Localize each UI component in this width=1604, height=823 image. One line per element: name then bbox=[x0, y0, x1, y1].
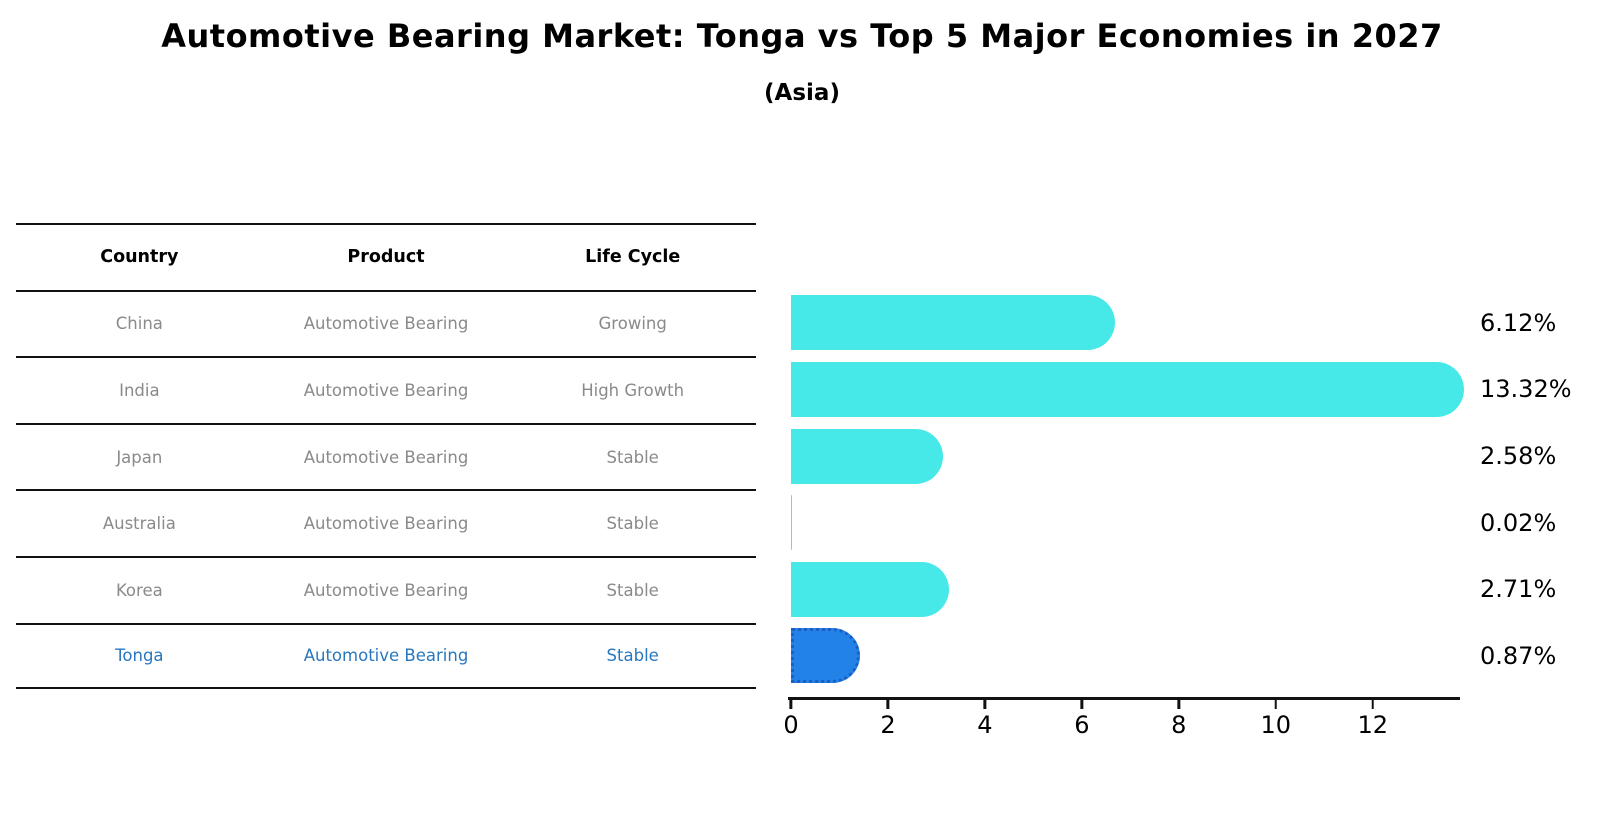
bar-value-label: 13.32% bbox=[1480, 375, 1572, 404]
table-row: Australia Automotive Bearing Stable bbox=[16, 489, 756, 556]
x-tick: 4 bbox=[977, 700, 993, 739]
table-row: Japan Automotive Bearing Stable bbox=[16, 422, 756, 490]
bar bbox=[791, 361, 1464, 417]
info-table: Country Product Life Cycle China Automot… bbox=[16, 223, 756, 690]
x-axis-ticks: 0 2 4 6 8 10 12 bbox=[783, 700, 1460, 750]
chart-subtitle: (Asia) bbox=[764, 80, 840, 106]
column-header-country: Country bbox=[100, 247, 179, 268]
tick-label: 10 bbox=[1260, 711, 1292, 739]
bar bbox=[791, 628, 861, 684]
cell-product: Automotive Bearing bbox=[303, 447, 469, 467]
bar bbox=[791, 561, 950, 617]
cell-life-cycle: Stable bbox=[606, 580, 659, 600]
bar-row: 2.71% bbox=[791, 556, 1556, 623]
tick-label: 0 bbox=[783, 711, 799, 739]
cell-life-cycle: Stable bbox=[606, 514, 659, 534]
cell-life-cycle: High Growth bbox=[581, 380, 685, 400]
x-axis-line bbox=[788, 697, 1460, 700]
cell-country: China bbox=[115, 314, 163, 334]
tick-label: 4 bbox=[977, 711, 993, 739]
tick-label: 8 bbox=[1171, 711, 1187, 739]
bar-value-label: 2.58% bbox=[1480, 442, 1557, 471]
table-row: Tonga Automotive Bearing Stable bbox=[16, 622, 756, 690]
cell-country: Australia bbox=[102, 514, 176, 534]
tick-mark bbox=[886, 700, 890, 709]
tick-mark bbox=[1177, 700, 1181, 709]
x-tick: 8 bbox=[1171, 700, 1186, 737]
cell-product: Automotive Bearing bbox=[303, 646, 469, 666]
cell-product: Automotive Bearing bbox=[303, 580, 469, 600]
cell-product: Automotive Bearing bbox=[303, 514, 469, 534]
cell-life-cycle: Stable bbox=[606, 447, 659, 467]
bar bbox=[791, 495, 792, 551]
bar-row: 6.12% bbox=[791, 290, 1556, 357]
tick-mark bbox=[1274, 700, 1278, 709]
bar bbox=[791, 295, 1115, 351]
chart-title: Automotive Bearing Market: Tonga vs Top … bbox=[161, 17, 1443, 55]
tick-mark bbox=[983, 700, 987, 709]
table-header-row: Country Product Life Cycle bbox=[16, 223, 756, 290]
cell-country: Tonga bbox=[115, 646, 164, 666]
tick-label: 6 bbox=[1074, 711, 1090, 739]
cell-country: Japan bbox=[116, 447, 163, 467]
tick-mark bbox=[1371, 700, 1374, 709]
cell-product: Automotive Bearing bbox=[303, 314, 469, 334]
cell-country: India bbox=[119, 380, 160, 400]
bar-plot: 6.12% 13.32% 2.58% 0.02% 2.71% 0.87% bbox=[791, 290, 1572, 690]
bar-row: 0.87% bbox=[791, 623, 1556, 690]
bar-value-label: 0.02% bbox=[1480, 508, 1557, 537]
cell-life-cycle: Growing bbox=[598, 314, 667, 334]
bar-value-label: 2.71% bbox=[1480, 575, 1557, 604]
bar-value-label: 6.12% bbox=[1480, 308, 1557, 337]
x-tick: 0 bbox=[783, 700, 799, 739]
table-row: India Automotive Bearing High Growth bbox=[16, 356, 756, 423]
cell-country: Korea bbox=[115, 580, 163, 600]
x-tick: 6 bbox=[1074, 700, 1090, 739]
bar-row: 13.32% bbox=[791, 356, 1572, 423]
column-header-life-cycle: Life Cycle bbox=[585, 247, 681, 268]
cell-life-cycle: Stable bbox=[606, 646, 659, 666]
tick-label: 12 bbox=[1357, 711, 1389, 739]
tick-mark bbox=[1080, 700, 1084, 709]
x-tick: 10 bbox=[1260, 700, 1292, 739]
table-row: China Automotive Bearing Growing bbox=[16, 289, 756, 357]
cell-product: Automotive Bearing bbox=[303, 380, 469, 400]
tick-label: 2 bbox=[880, 711, 896, 739]
bar bbox=[791, 428, 944, 484]
table-row: Korea Automotive Bearing Stable bbox=[16, 555, 756, 623]
bar-row: 2.58% bbox=[791, 423, 1556, 490]
x-tick: 12 bbox=[1357, 700, 1388, 737]
column-header-product: Product bbox=[347, 247, 425, 268]
x-tick: 2 bbox=[880, 700, 896, 739]
bar-row: 0.02% bbox=[791, 489, 1556, 556]
tick-mark bbox=[789, 700, 793, 709]
bar-value-label: 0.87% bbox=[1480, 641, 1557, 670]
